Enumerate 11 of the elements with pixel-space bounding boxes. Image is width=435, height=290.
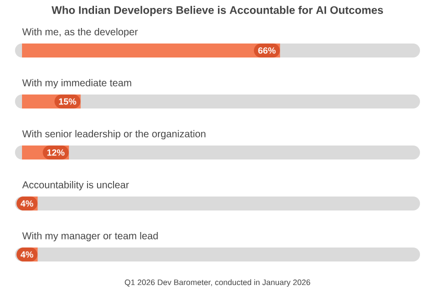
data-label: 4% <box>20 200 34 207</box>
y-tick-label: With my manager or team lead <box>22 232 158 242</box>
data-label: 15% <box>59 98 76 105</box>
y-tick-label: With my immediate team <box>22 79 132 88</box>
y-tick-label: Accountability is unclear <box>22 181 129 190</box>
data-label: 66% <box>258 47 276 54</box>
data-label: 12% <box>47 149 64 156</box>
data-label: 4% <box>20 251 34 258</box>
chart-title: Who Indian Developers Believe is Accountable for AI Outcomes <box>52 6 383 16</box>
y-tick-label: With me, as the developer <box>22 28 138 38</box>
y-tick-label: With senior leadership or the organization <box>22 130 206 140</box>
